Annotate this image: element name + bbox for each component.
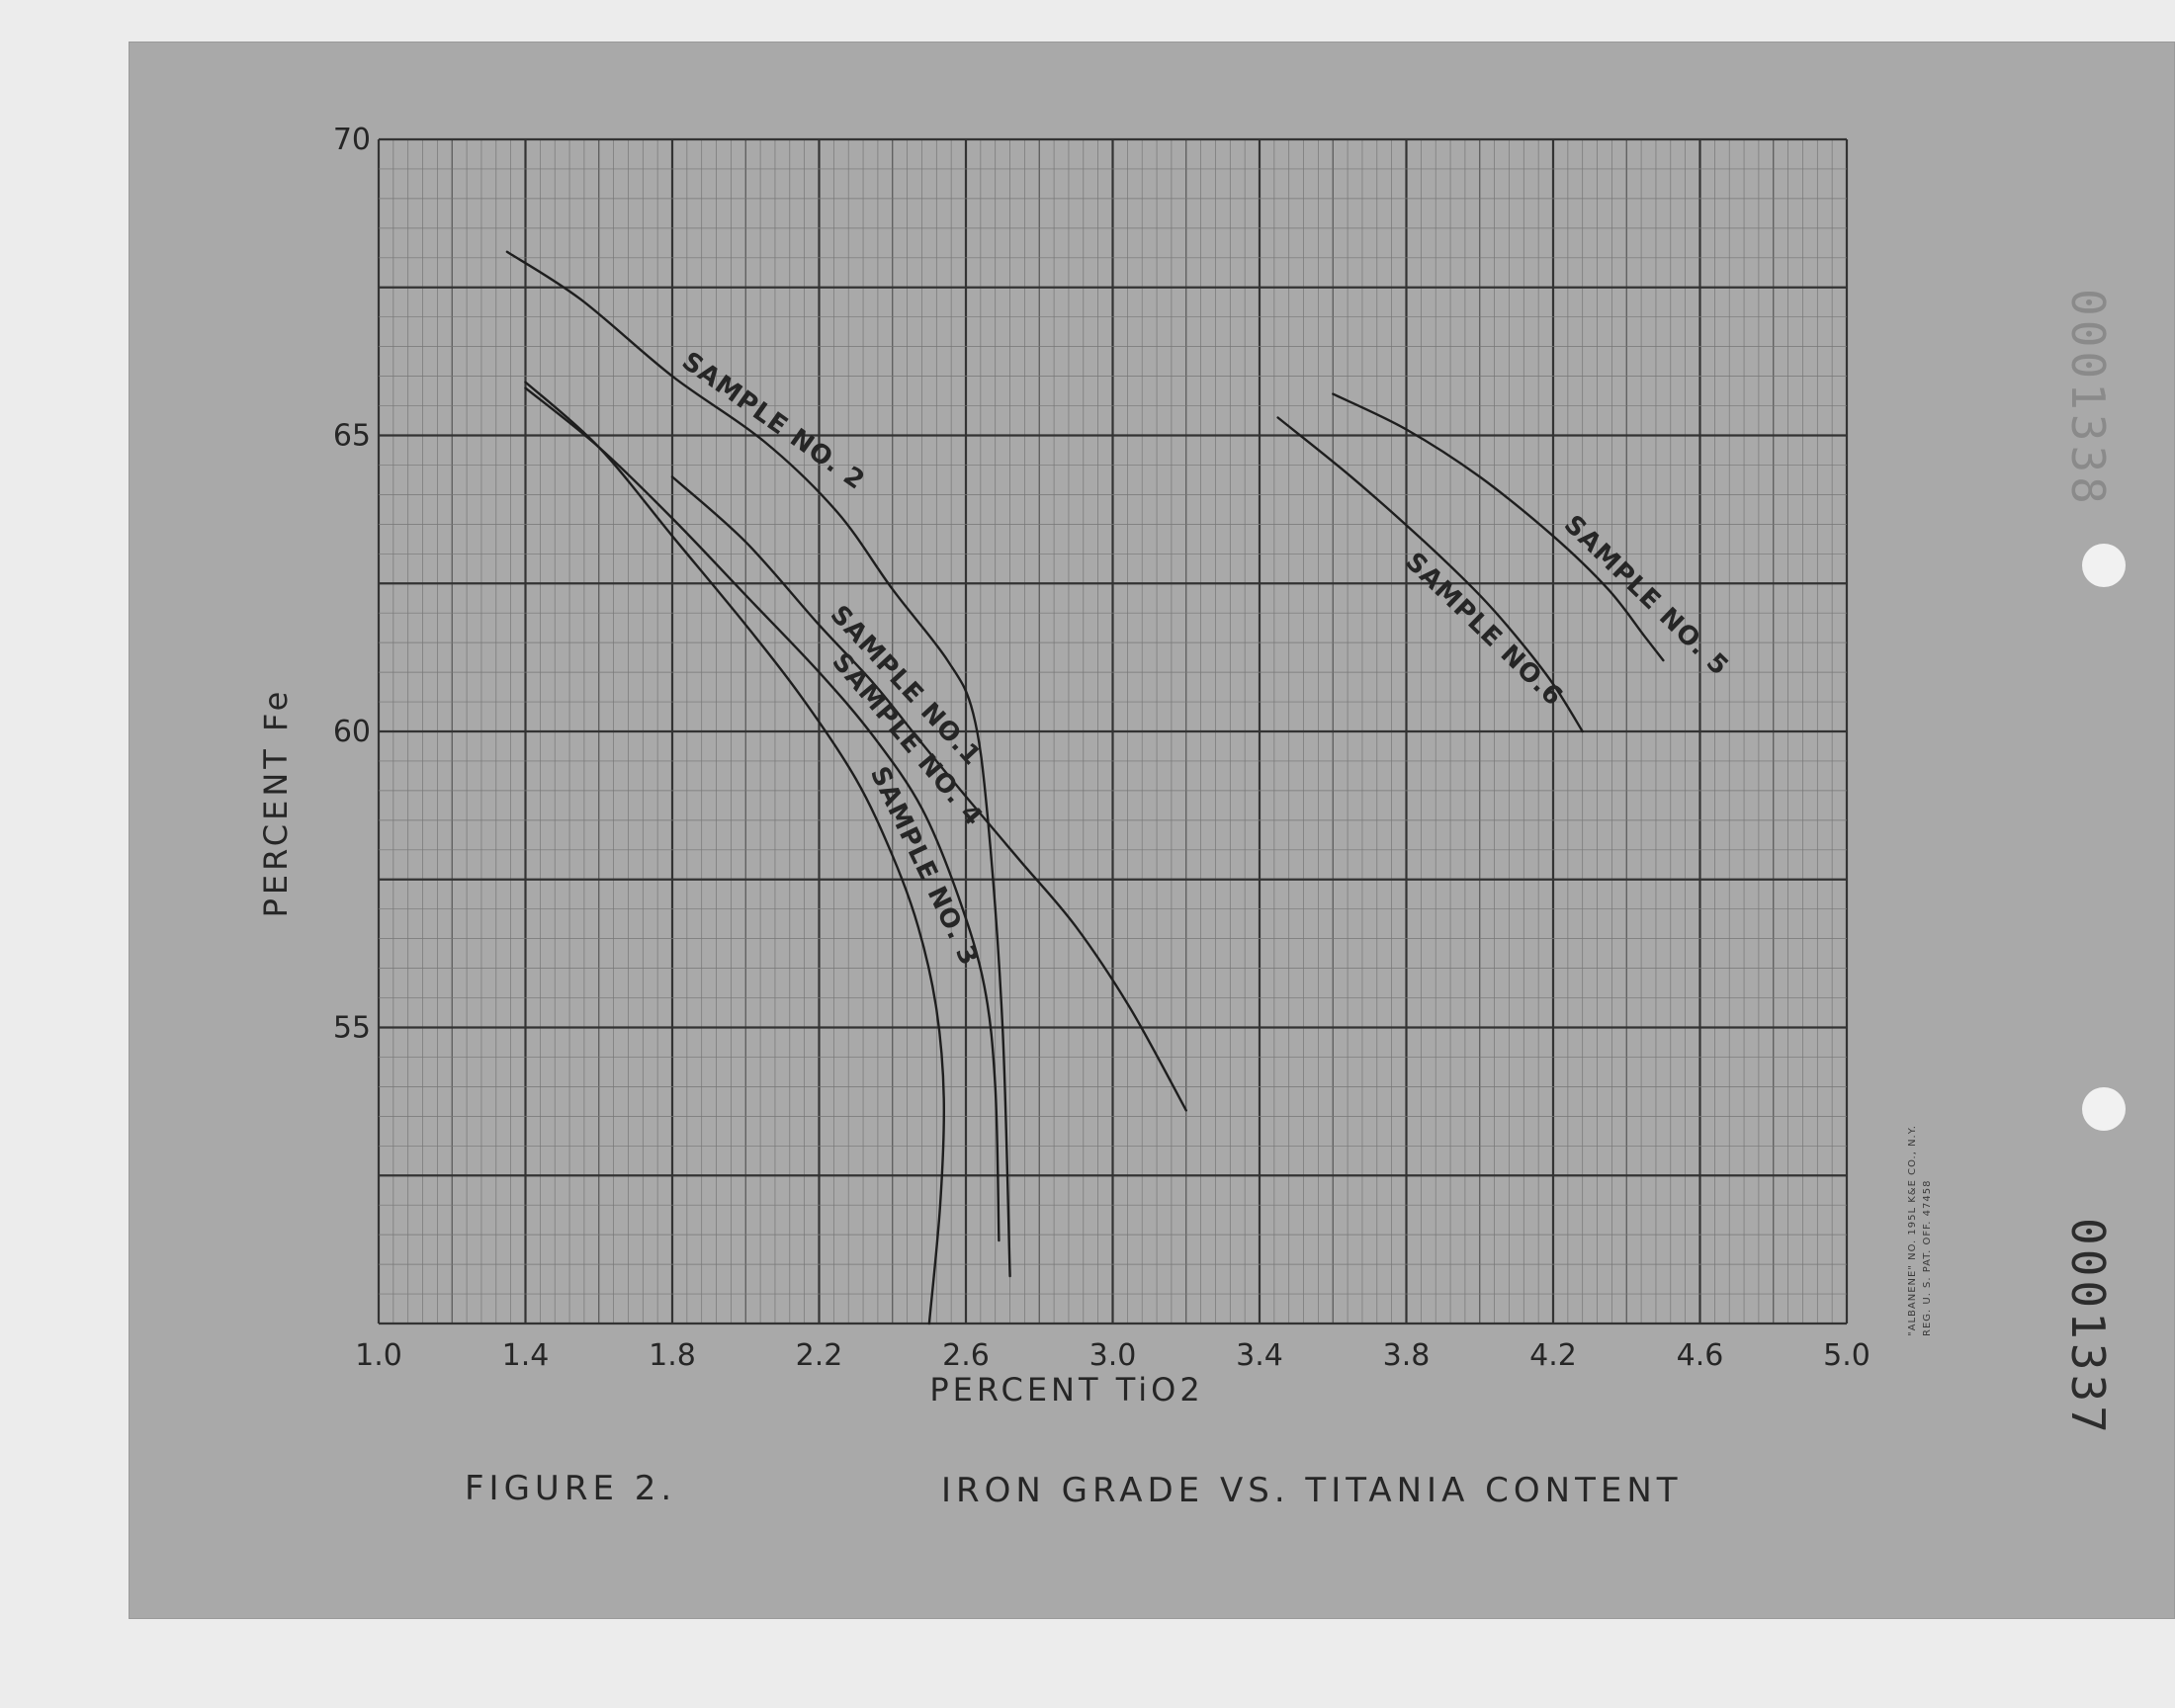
series-line-sample-no-1 <box>670 475 1187 1112</box>
binder-hole-top <box>2082 544 2126 587</box>
series-layer <box>505 250 1665 1325</box>
x-tick-label: 3.4 <box>1236 1338 1283 1373</box>
x-tick-label: 2.6 <box>942 1338 990 1373</box>
series-line-sample-no-6 <box>1276 416 1584 733</box>
document-number-faint: 0001338 <box>2061 289 2115 508</box>
tick-labels: 1.0 1.4 1.8 2.2 2.6 3.0 3.4 3.8 4.2 4.6 5.0 55 60 65 7… <box>333 123 1870 1373</box>
curve-label-sample-no-2: SAMPLE NO. 2 <box>676 346 870 496</box>
figure-label: FIGURE 2. <box>465 1469 676 1508</box>
x-axis-title: PERCENT TiO2 <box>929 1371 1203 1409</box>
x-tick-label: 4.6 <box>1677 1338 1724 1373</box>
series-line-sample-no-5 <box>1332 392 1665 662</box>
y-tick-label: 65 <box>333 419 371 454</box>
graph-paper-sheet: SAMPLE NO. 2 SAMPLE NO.1 SAMPLE NO. 4 SAMPL… <box>129 42 2175 1619</box>
x-tick-label: 1.0 <box>355 1338 402 1373</box>
paper-imprint-line1: "ALBANENE" NO. 195L K&E CO., N.Y. <box>1907 1125 1918 1336</box>
paper-imprint-line2: REG. U. S. PAT. OFF. 47458 <box>1922 1180 1933 1336</box>
document-number: 0001337 <box>2061 1218 2115 1437</box>
series-line-sample-no-2 <box>505 250 1011 1278</box>
y-axis-title: PERCENT Fe <box>257 688 295 918</box>
grid <box>377 137 1849 1325</box>
x-tick-label: 1.8 <box>649 1338 696 1373</box>
series-line-sample-no-3 <box>524 381 946 1325</box>
x-tick-label: 3.0 <box>1089 1338 1137 1373</box>
chart-title: IRON GRADE VS. TITANIA CONTENT <box>941 1471 1683 1510</box>
y-tick-label: 55 <box>333 1011 371 1046</box>
series-line-sample-no-4 <box>524 386 1000 1242</box>
curve-label-sample-no-5: SAMPLE NO. 5 <box>1558 510 1734 682</box>
x-tick-label: 5.0 <box>1823 1338 1870 1373</box>
y-tick-label: 70 <box>333 123 371 157</box>
x-tick-label: 3.8 <box>1383 1338 1431 1373</box>
x-tick-label: 1.4 <box>502 1338 550 1373</box>
curve-label-sample-no-6: SAMPLE NO.6 <box>1399 547 1568 712</box>
y-tick-label: 60 <box>333 715 371 749</box>
binder-hole-bottom <box>2082 1087 2126 1131</box>
x-tick-label: 2.2 <box>796 1338 843 1373</box>
x-tick-label: 4.2 <box>1529 1338 1577 1373</box>
